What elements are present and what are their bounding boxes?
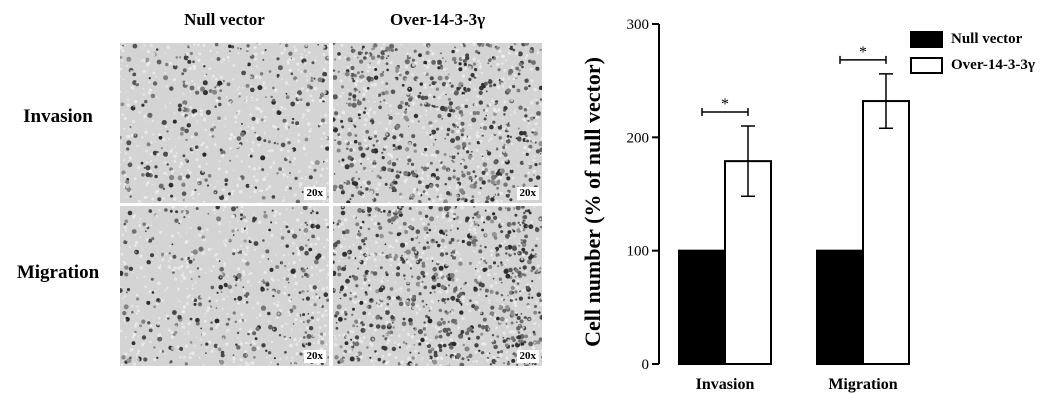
legend-label-null-vector: Null vector [951,30,1023,47]
micrograph-image [333,206,542,366]
y-tick-label-100: 100 [627,244,650,260]
micrograph-migration-null-vector: 20x [120,206,329,366]
x-tick-label-invasion: Invasion [696,376,755,393]
magnification-label: 20x [303,187,326,200]
micrograph-image [120,43,329,203]
cell-speckles [333,206,542,366]
bar-migration-over-14-3-3- [862,100,910,365]
cell-speckles [120,43,329,203]
column-header-over-14-3-3g: Over-14-3-3γ [389,10,486,29]
micrograph-image [120,206,329,366]
bar-migration-null-vector [816,249,864,366]
y-tick-label-0: 0 [642,357,650,373]
legend-label-over-14-3-3g: Over-14-3-3γ [951,56,1035,73]
magnification-label: 20x [303,350,326,363]
y-tick-label-300: 300 [627,17,650,33]
column-header-null-vector: Null vector [184,10,265,29]
x-tick-label-migration: Migration [828,376,897,393]
micrograph-invasion-null-vector: 20x [120,43,329,203]
cell-speckles [333,43,542,203]
legend-item-null-vector: Null vector [910,29,1022,49]
legend-swatch-over-14-3-3g [910,56,943,74]
y-axis-title: Cell number (% of null vector) [580,57,605,347]
significance-star-invasion: * [721,96,729,113]
legend-swatch-null-vector [910,30,943,48]
bar-chart: 0 100 200 300 Cell number (% of null vector)… [580,17,910,393]
micrograph-migration-over-14-3-3g: 20x [333,206,542,366]
magnification-label: 20x [516,350,539,363]
bar-invasion-null-vector [678,249,726,366]
magnification-label: 20x [516,187,539,200]
row-header-invasion: Invasion [23,106,93,127]
cell-speckles [120,206,329,366]
legend-item-over-14-3-3g: Over-14-3-3γ [910,55,1035,75]
significance-star-migration: * [859,44,867,61]
micrograph-invasion-over-14-3-3g: 20x [333,43,542,203]
micrograph-image [333,43,542,203]
row-header-migration: Migration [16,262,100,283]
y-tick-label-200: 200 [627,130,650,146]
